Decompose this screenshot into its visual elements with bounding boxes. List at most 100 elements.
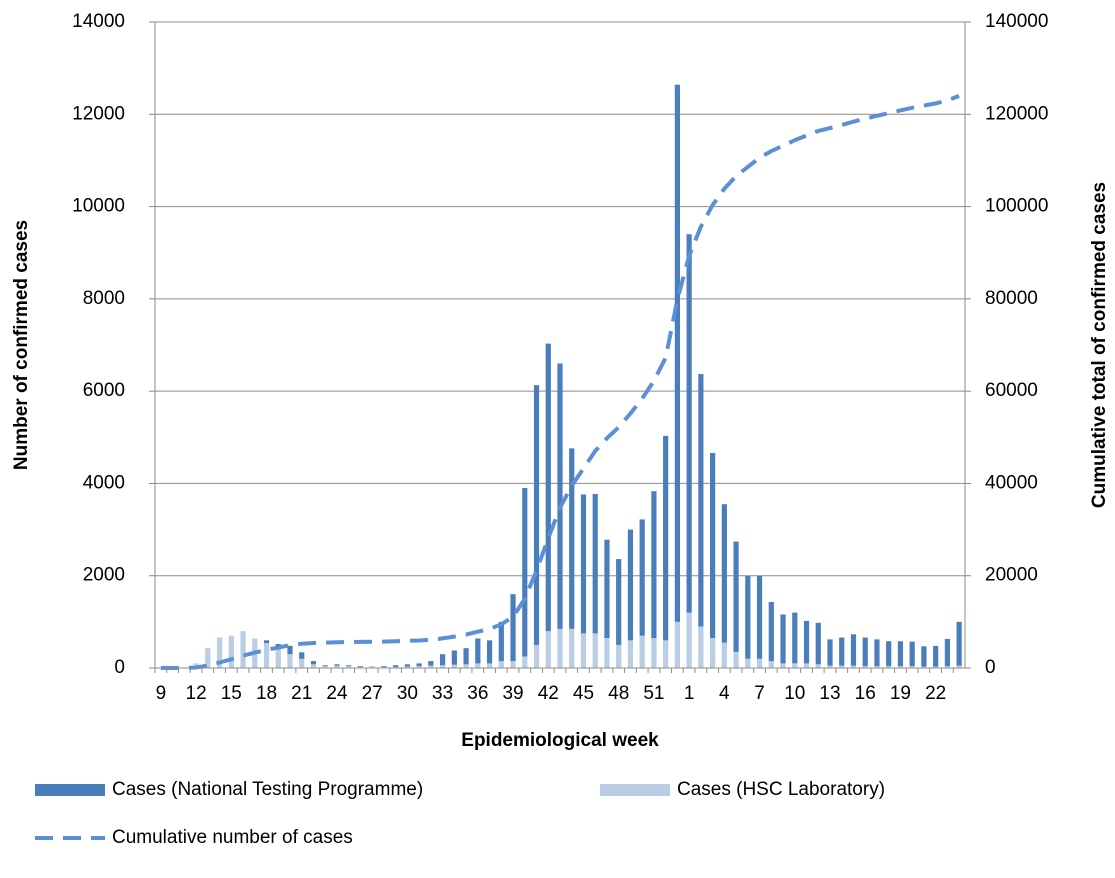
bar [275, 648, 281, 668]
bar [721, 504, 727, 643]
bar [592, 633, 598, 668]
bar [803, 663, 810, 668]
bar [533, 644, 540, 668]
bar [287, 654, 293, 668]
bar [592, 494, 598, 634]
bar [393, 665, 399, 668]
bar [792, 612, 798, 664]
y-tick-label: 0 [114, 657, 125, 678]
y2-tick-label: 0 [985, 657, 996, 678]
bar [463, 664, 469, 668]
x-tick-label: 13 [819, 683, 840, 704]
x-tick-label: 27 [362, 683, 383, 704]
legend-label: Cases (HSC Laboratory) [677, 779, 885, 800]
bar [780, 663, 786, 668]
bar [792, 663, 798, 668]
bar [428, 665, 434, 668]
x-tick-label: 7 [754, 683, 765, 704]
bar [486, 663, 493, 668]
bar [627, 529, 634, 641]
bar [686, 234, 692, 613]
bar [874, 666, 880, 668]
bar [475, 638, 481, 664]
x-tick-label: 12 [186, 683, 207, 704]
bar [944, 666, 950, 668]
bar [874, 639, 880, 667]
x-tick-label: 30 [397, 683, 418, 704]
bar [850, 665, 857, 668]
bar [404, 666, 410, 668]
legend-label: Cases (National Testing Programme) [112, 779, 423, 800]
bar [428, 661, 434, 666]
bar [827, 665, 833, 668]
bar [346, 665, 352, 667]
bar [839, 665, 845, 668]
bar [780, 614, 786, 664]
y2-tick-label: 140000 [985, 11, 1048, 32]
bar [651, 491, 657, 639]
y-tick-label: 14000 [72, 11, 125, 32]
bar [616, 644, 622, 668]
bar [663, 435, 669, 641]
x-tick-label: 19 [890, 683, 911, 704]
bar [933, 666, 939, 668]
y-tick-label: 10000 [72, 196, 125, 217]
bar [686, 612, 692, 668]
bar [451, 650, 457, 665]
bar [839, 637, 845, 666]
legend-swatch [35, 784, 105, 796]
x-tick-label: 51 [643, 683, 664, 704]
x-tick-label: 33 [432, 683, 453, 704]
bar [580, 633, 587, 668]
bar [357, 666, 364, 668]
bar [416, 666, 422, 668]
bar [721, 642, 727, 668]
x-tick-label: 10 [784, 683, 805, 704]
bar [451, 664, 457, 668]
bar [897, 666, 904, 668]
y-tick-label: 12000 [72, 103, 125, 124]
bar [862, 637, 868, 667]
bar [322, 665, 328, 667]
bar [310, 661, 317, 665]
bar [498, 621, 504, 662]
legend-swatch [600, 784, 670, 796]
bar [498, 661, 504, 668]
cumulative-line [160, 94, 960, 670]
bar [205, 648, 211, 668]
y2-tick-label: 20000 [985, 565, 1038, 586]
bar [698, 626, 704, 668]
bar [604, 638, 610, 668]
x-tick-label: 4 [719, 683, 730, 704]
bar [475, 663, 481, 668]
bar [228, 635, 234, 668]
bar [557, 628, 563, 668]
bar [310, 664, 317, 668]
x-tick-label: 42 [538, 683, 559, 704]
bar [815, 622, 821, 665]
bar [897, 641, 904, 667]
bar [287, 645, 293, 655]
bar [756, 575, 763, 659]
y-tick-label: 8000 [83, 288, 125, 309]
bar [745, 575, 751, 659]
bar [263, 640, 270, 644]
bar [440, 665, 446, 668]
bar [862, 666, 868, 668]
bar [299, 652, 305, 659]
bar [768, 661, 774, 668]
x-axis-title: Epidemiological week [461, 730, 659, 751]
x-tick-label: 39 [502, 683, 523, 704]
bar [463, 648, 469, 665]
bar [756, 658, 763, 668]
x-tick-label: 48 [608, 683, 629, 704]
bar [710, 638, 716, 668]
bar [639, 519, 645, 636]
bar [651, 638, 657, 668]
bar [604, 539, 610, 639]
bar [944, 638, 950, 667]
bar [569, 628, 575, 668]
bar [346, 666, 352, 668]
bar [745, 658, 751, 668]
x-tick-label: 15 [221, 683, 242, 704]
